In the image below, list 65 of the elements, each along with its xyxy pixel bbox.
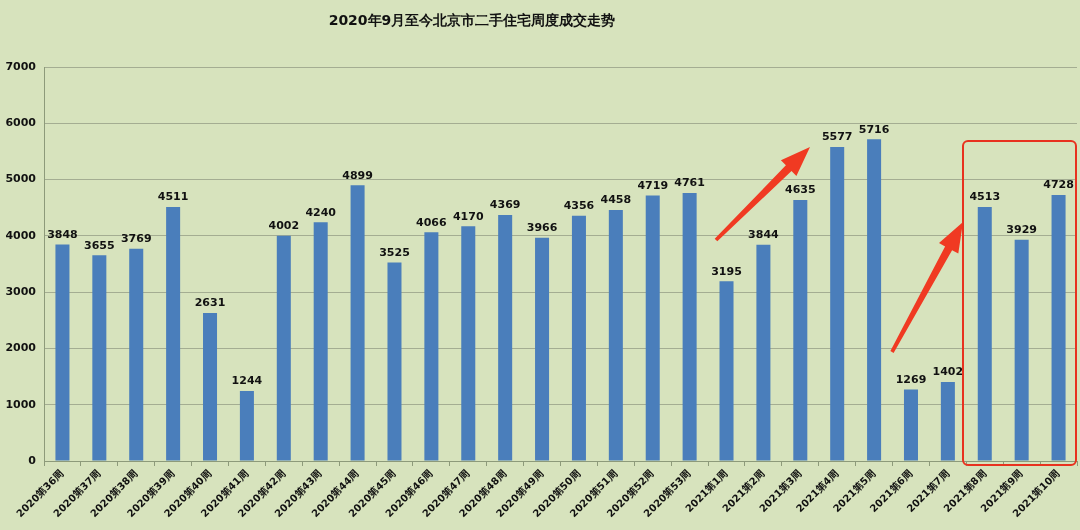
data-label: 3195 xyxy=(711,264,742,278)
data-label: 4719 xyxy=(637,178,669,192)
y-tick-label: 5000 xyxy=(5,172,37,186)
data-label: 4899 xyxy=(342,168,373,182)
y-tick-label: 3000 xyxy=(5,285,37,298)
data-label: 2631 xyxy=(194,296,226,310)
bar xyxy=(940,382,955,461)
bar xyxy=(239,390,254,461)
data-label: 4728 xyxy=(1043,178,1074,192)
data-label: 4002 xyxy=(268,219,300,233)
data-label: 4356 xyxy=(563,199,595,213)
y-tick-label: 7000 xyxy=(5,59,37,73)
bar xyxy=(92,255,107,461)
chart-title: 2020年9月至今北京市二手住宅周度成交走势 xyxy=(327,12,617,30)
bar xyxy=(682,193,697,461)
bar xyxy=(903,389,918,461)
bar xyxy=(867,139,882,461)
data-label: 3655 xyxy=(84,238,115,252)
data-label: 4170 xyxy=(452,209,484,223)
data-label: 5577 xyxy=(821,130,853,144)
bar xyxy=(830,147,845,461)
data-label: 4635 xyxy=(784,183,816,197)
bar xyxy=(55,244,70,461)
data-label: 3929 xyxy=(1006,223,1037,237)
y-tick-label: 2000 xyxy=(5,341,37,355)
data-label: 1269 xyxy=(895,372,927,386)
bar xyxy=(166,207,181,461)
bar xyxy=(129,248,144,461)
y-tick-label: 1000 xyxy=(5,397,37,411)
bar xyxy=(977,206,992,461)
data-label: 4240 xyxy=(305,205,337,219)
y-tick-label: 0 xyxy=(28,453,37,467)
bar xyxy=(1014,239,1029,461)
data-label: 3525 xyxy=(379,245,410,259)
data-label: 4761 xyxy=(674,176,705,190)
data-label: 3848 xyxy=(47,227,78,241)
bar xyxy=(276,235,291,461)
bar xyxy=(350,185,365,461)
data-label: 4458 xyxy=(600,193,632,207)
data-label: 4369 xyxy=(489,198,521,212)
data-label: 4066 xyxy=(416,215,448,229)
bar xyxy=(793,200,808,461)
bar xyxy=(424,232,439,461)
data-label: 3844 xyxy=(748,228,780,241)
bar xyxy=(719,281,734,461)
bar xyxy=(645,195,660,461)
bar xyxy=(608,210,623,461)
bar xyxy=(756,244,771,461)
bar xyxy=(387,262,402,461)
bar xyxy=(313,222,328,461)
data-label: 4511 xyxy=(157,190,189,204)
bar xyxy=(498,215,513,461)
data-label: 5716 xyxy=(858,122,890,136)
data-label: 1402 xyxy=(932,365,964,379)
data-label: 3769 xyxy=(120,232,152,246)
data-label: 4513 xyxy=(969,190,1001,204)
y-tick-label: 6000 xyxy=(5,116,37,130)
bar xyxy=(203,312,218,461)
bar xyxy=(1051,194,1066,461)
bar xyxy=(461,226,476,461)
y-tick-label: 4000 xyxy=(5,228,37,242)
bar xyxy=(571,215,586,461)
bar xyxy=(535,237,550,461)
data-label: 1244 xyxy=(231,374,263,388)
data-label: 3966 xyxy=(526,221,558,235)
